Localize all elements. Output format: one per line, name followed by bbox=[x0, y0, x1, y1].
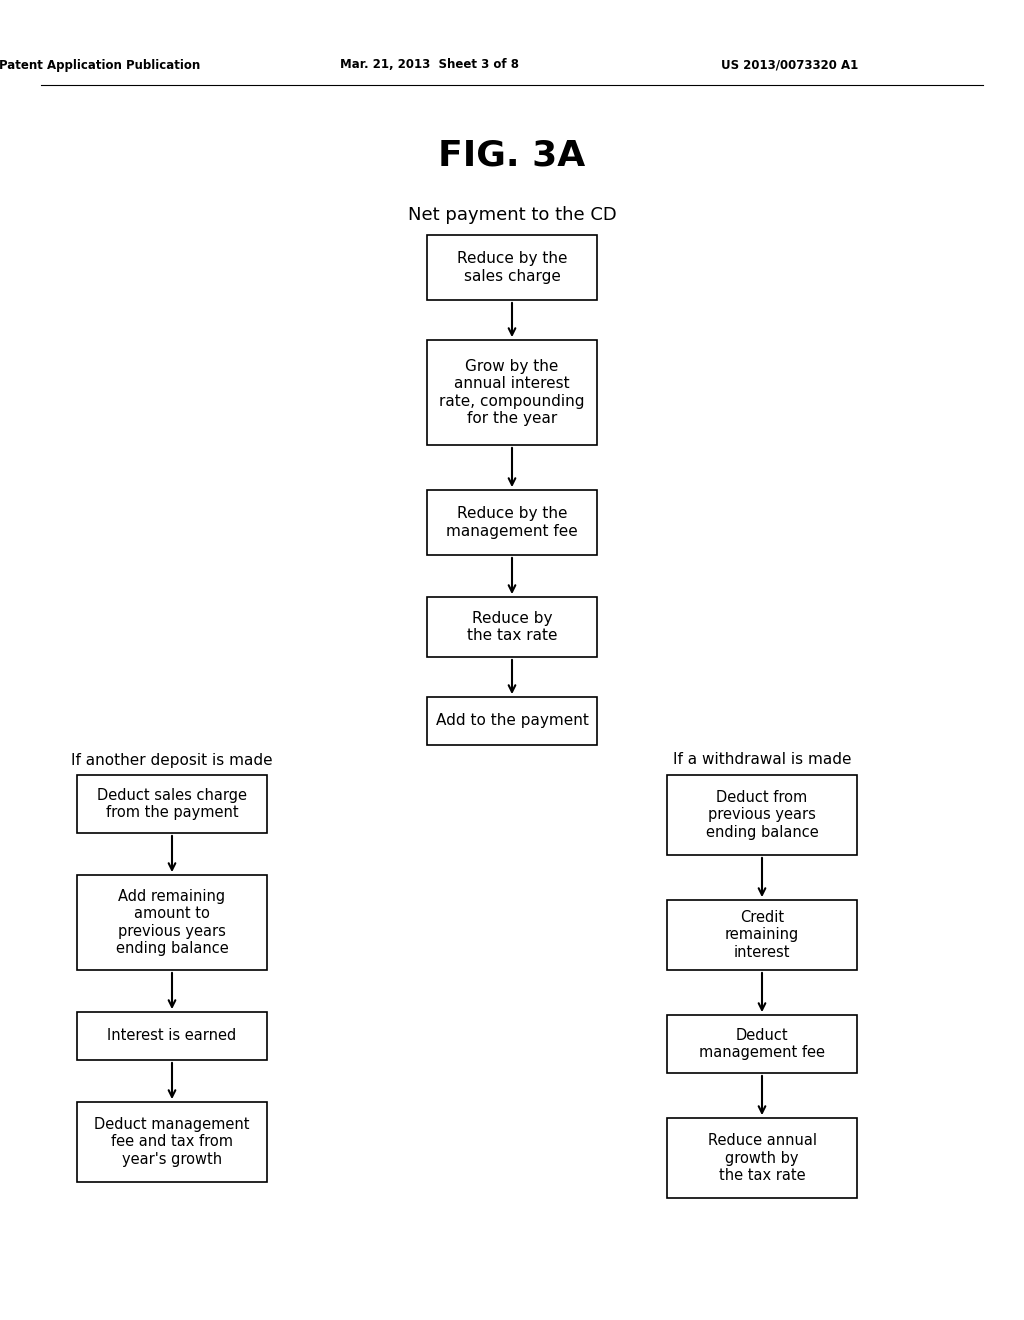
Text: Add remaining
amount to
previous years
ending balance: Add remaining amount to previous years e… bbox=[116, 888, 228, 956]
Text: Net payment to the CD: Net payment to the CD bbox=[408, 206, 616, 224]
Text: Reduce by the
sales charge: Reduce by the sales charge bbox=[457, 251, 567, 284]
Bar bbox=[77, 1102, 267, 1181]
Bar bbox=[667, 1118, 857, 1199]
Bar bbox=[77, 875, 267, 970]
Text: US 2013/0073320 A1: US 2013/0073320 A1 bbox=[721, 58, 859, 71]
Bar bbox=[427, 341, 597, 445]
Text: If another deposit is made: If another deposit is made bbox=[72, 752, 272, 767]
Text: Reduce annual
growth by
the tax rate: Reduce annual growth by the tax rate bbox=[708, 1133, 816, 1183]
Text: Deduct management
fee and tax from
year's growth: Deduct management fee and tax from year'… bbox=[94, 1117, 250, 1167]
Bar bbox=[667, 1015, 857, 1073]
Bar bbox=[667, 775, 857, 855]
Text: Deduct sales charge
from the payment: Deduct sales charge from the payment bbox=[97, 788, 247, 820]
Text: Add to the payment: Add to the payment bbox=[435, 714, 589, 729]
Text: Reduce by the
management fee: Reduce by the management fee bbox=[446, 507, 578, 539]
Text: Grow by the
annual interest
rate, compounding
for the year: Grow by the annual interest rate, compou… bbox=[439, 359, 585, 426]
Bar bbox=[77, 775, 267, 833]
Text: Credit
remaining
interest: Credit remaining interest bbox=[725, 909, 799, 960]
Text: Deduct from
previous years
ending balance: Deduct from previous years ending balanc… bbox=[706, 791, 818, 840]
Bar bbox=[427, 235, 597, 300]
Bar bbox=[427, 697, 597, 744]
Text: If a withdrawal is made: If a withdrawal is made bbox=[673, 752, 851, 767]
Bar bbox=[667, 900, 857, 970]
Text: Deduct
management fee: Deduct management fee bbox=[699, 1028, 825, 1060]
Text: Interest is earned: Interest is earned bbox=[108, 1028, 237, 1044]
Bar bbox=[427, 490, 597, 554]
Text: Mar. 21, 2013  Sheet 3 of 8: Mar. 21, 2013 Sheet 3 of 8 bbox=[341, 58, 519, 71]
Text: FIG. 3A: FIG. 3A bbox=[438, 139, 586, 172]
Bar bbox=[427, 597, 597, 657]
Bar bbox=[77, 1012, 267, 1060]
Text: Patent Application Publication: Patent Application Publication bbox=[0, 58, 201, 71]
Text: Reduce by
the tax rate: Reduce by the tax rate bbox=[467, 611, 557, 643]
